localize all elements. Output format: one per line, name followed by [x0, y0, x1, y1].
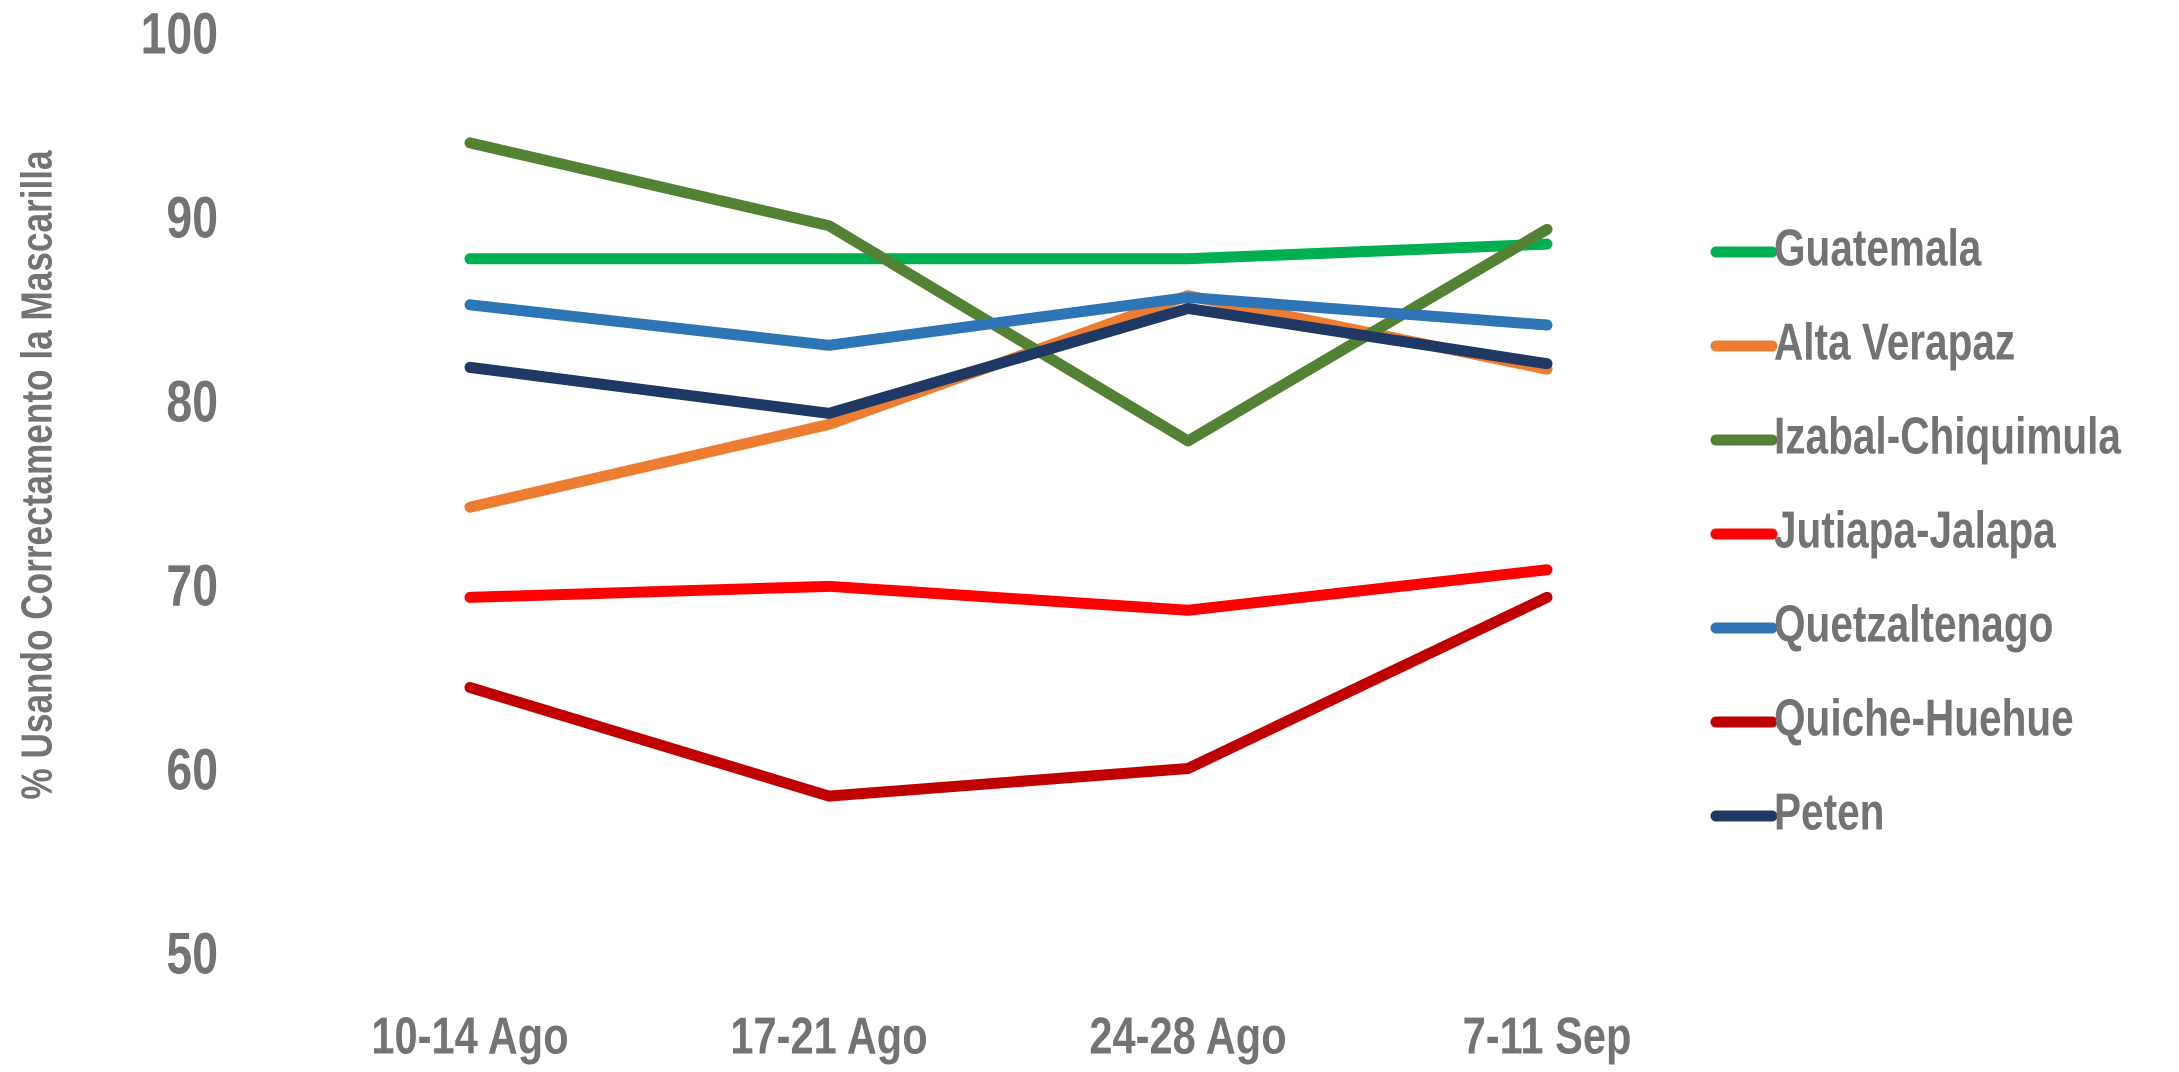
series-line — [464, 291, 1553, 351]
legend-label: Quiche-Huehue — [1774, 689, 2074, 747]
x-tick-label: 17-21 Ago — [730, 1006, 927, 1065]
legend-label: Izabal-Chiquimula — [1774, 407, 2122, 465]
series-line — [464, 591, 1553, 802]
y-tick-label: 50 — [166, 921, 218, 986]
x-tick-label: 7-11 Sep — [1463, 1006, 1632, 1065]
legend-label: Jutiapa-Jalapa — [1774, 501, 2057, 559]
y-tick-label: 100 — [141, 1, 218, 66]
y-tick-label: 90 — [166, 185, 218, 250]
legend-label: Quetzaltenago — [1774, 595, 2053, 653]
x-tick-label: 10-14 Ago — [371, 1006, 568, 1065]
legend-label: Guatemala — [1774, 219, 1982, 277]
y-tick-label: 70 — [166, 553, 218, 618]
y-tick-label: 60 — [166, 737, 218, 802]
series-line — [464, 137, 1553, 447]
y-tick-label: 80 — [166, 369, 218, 434]
series-line — [464, 302, 1553, 419]
x-tick-label: 24-28 Ago — [1089, 1006, 1286, 1065]
legend-label: Peten — [1774, 783, 1884, 841]
legend-label: Alta Verapaz — [1774, 313, 2015, 371]
series-line — [464, 238, 1553, 265]
series-line — [464, 564, 1553, 616]
y-axis-title: % Usando Correctamento la Mascarilla — [13, 150, 62, 800]
